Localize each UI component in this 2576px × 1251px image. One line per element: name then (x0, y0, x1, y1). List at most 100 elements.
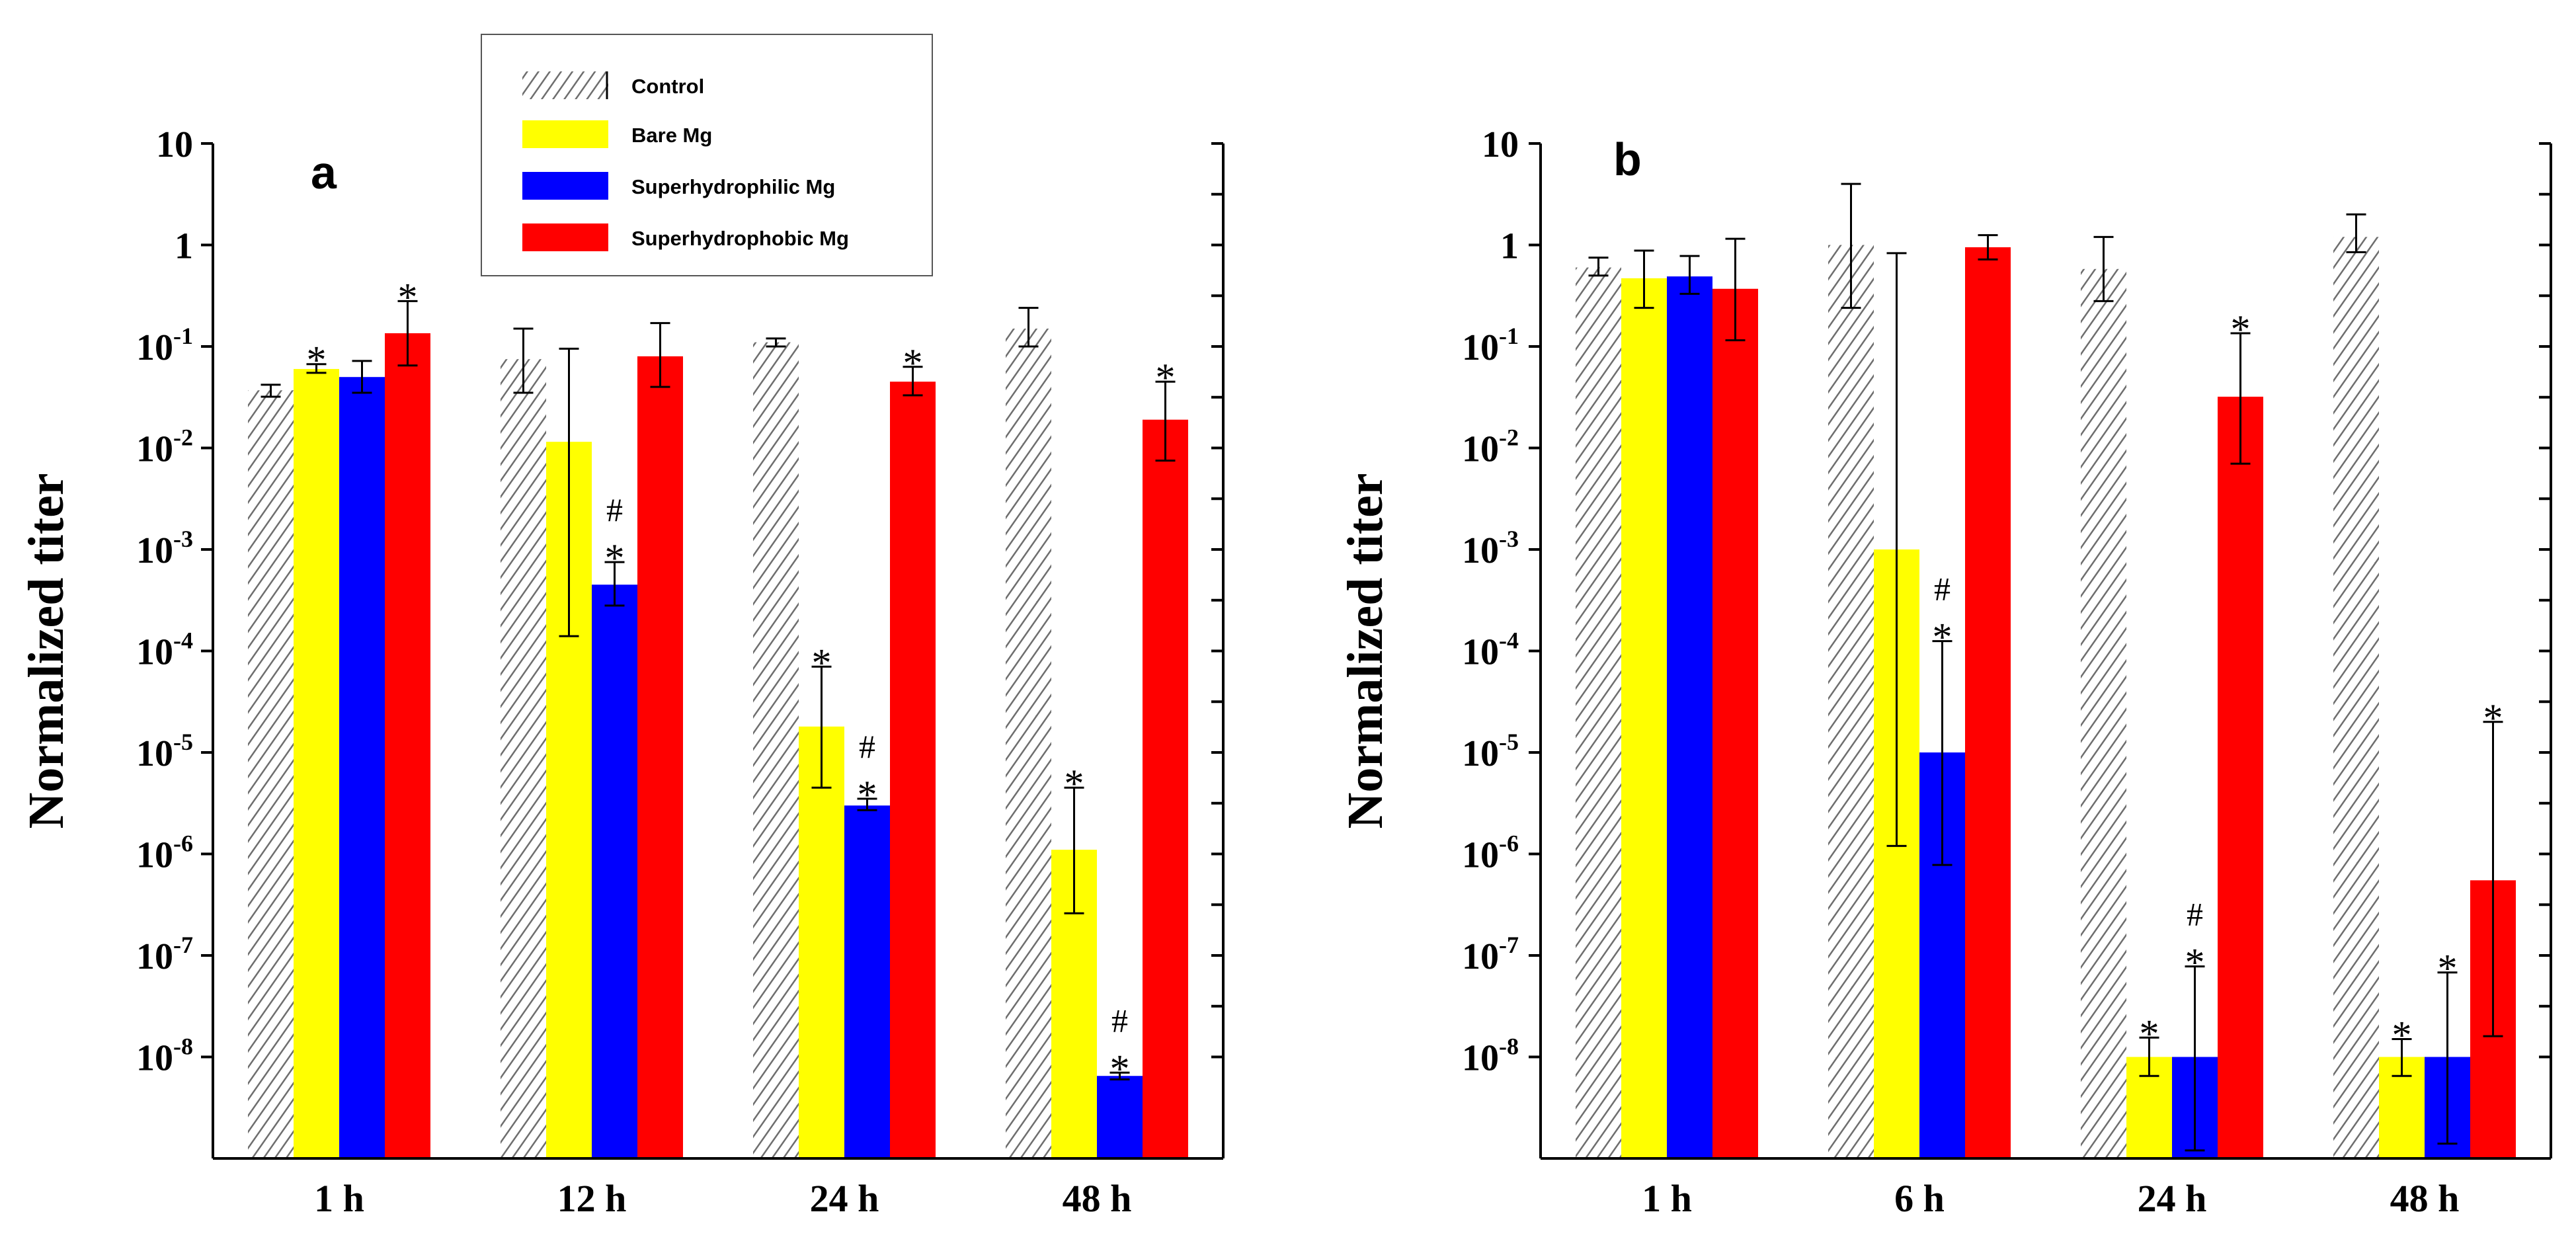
y-tick-label: 10-7 (136, 932, 193, 977)
panel-label: a (311, 147, 337, 198)
hash-marker-superhydrophilic-mg-48-h: # (1111, 1002, 1128, 1039)
bar-control-1-h (1576, 267, 1621, 1159)
significance-star-bare-mg-48-h: * (2392, 1013, 2412, 1057)
legend: Control Bare Mg Superhydrophilic Mg Supe… (481, 34, 933, 276)
significance-star-bare-mg-24-h: * (812, 641, 832, 684)
error-bar-superhydrophilic-mg-6-h (1932, 640, 1952, 866)
x-tick-label: 24 h (2138, 1177, 2207, 1220)
chart-panel-b: * **#*#***10-810-710-610-510-410-310-210-… (1338, 124, 2552, 1220)
bar-superhydrophobic-mg-1-h (1712, 288, 1758, 1159)
error-bar-control-24-h (2093, 235, 2114, 302)
error-bar-bare-mg-6-h (1886, 252, 1907, 847)
legend-label-superhydrophilic-mg: Superhydrophilic Mg (631, 175, 835, 198)
significance-star-superhydrophobic-mg-48-h: * (1156, 356, 1176, 399)
significance-star-superhydrophilic-mg-48-h: * (2438, 947, 2458, 990)
y-tick-label: 10-8 (1462, 1033, 1519, 1079)
significance-star-superhydrophilic-mg-12-h: * (605, 536, 625, 580)
bar-superhydrophobic-mg-24-h (890, 382, 936, 1158)
legend-label-bare-mg: Bare Mg (631, 124, 712, 147)
bar-superhydrophilic-mg-12-h (592, 585, 637, 1158)
legend-item-control: Control (522, 71, 704, 99)
error-bar-bare-mg-1-h (306, 363, 327, 374)
significance-star-superhydrophilic-mg-6-h: * (1933, 616, 1952, 659)
error-bar-superhydrophobic-mg-1-h (1725, 237, 1746, 342)
significance-star-superhydrophobic-mg-1-h: * (398, 275, 418, 319)
y-tick-label: 10-2 (1462, 424, 1519, 470)
error-bar-bare-mg-1-h (1634, 249, 1654, 309)
error-bar-bare-mg-48-h (1064, 786, 1084, 914)
error-bar-superhydrophilic-mg-1-h (352, 360, 372, 394)
error-bar-superhydrophilic-mg-12-h (604, 561, 625, 607)
series-control (1576, 182, 2379, 1159)
legend-swatch-control (522, 71, 608, 99)
bar-superhydrophobic-mg-1-h (385, 333, 430, 1158)
significance-star-superhydrophobic-mg-24-h: * (903, 341, 923, 385)
y-tick-label: 10-4 (136, 627, 193, 673)
y-tick-label: 10-2 (136, 424, 193, 470)
bar-control-1-h (248, 390, 294, 1158)
y-tick-label: 10-3 (136, 526, 193, 571)
bar-control-48-h (2333, 237, 2379, 1158)
error-bar-control-48-h (2346, 213, 2366, 253)
hash-marker-superhydrophilic-mg-6-h: # (1934, 571, 1951, 608)
x-tick-label: 24 h (810, 1177, 879, 1220)
legend-swatch-superhydrophobic-mg (522, 223, 608, 251)
y-tick-label: 1 (1500, 226, 1519, 267)
bar-superhydrophobic-mg-24-h (2218, 396, 2263, 1158)
error-bar-control-1-h (1588, 257, 1609, 277)
y-axis-title: Normalized titer (19, 473, 74, 828)
series-superhydrophobic-mg: * * * (385, 275, 1188, 1158)
y-tick-label: 10-1 (1462, 323, 1519, 368)
significance-star-superhydrophobic-mg-48-h: * (2483, 696, 2503, 740)
bar-superhydrophobic-mg-12-h (637, 356, 683, 1158)
y-tick-label: 10-6 (1462, 830, 1519, 876)
bar-control-6-h (1828, 245, 1874, 1158)
x-tick-label: 1 h (314, 1177, 364, 1220)
legend-item-superhydrophilic-mg: Superhydrophilic Mg (522, 172, 835, 200)
y-tick-label: 10 (1482, 124, 1519, 165)
error-bar-superhydrophilic-mg-24-h (2185, 965, 2205, 1152)
series-superhydrophilic-mg: * # * # * (1667, 255, 2470, 1158)
error-bar-superhydrophilic-mg-48-h (1109, 1071, 1130, 1081)
significance-star-superhydrophilic-mg-24-h: * (858, 773, 877, 817)
x-tick-label: 1 h (1642, 1177, 1692, 1220)
legend-item-bare-mg: Bare Mg (522, 120, 712, 148)
legend-swatch-bare-mg (522, 120, 608, 148)
error-bar-control-1-h (261, 383, 281, 398)
bar-control-24-h (753, 342, 799, 1158)
x-tick-label: 48 h (2390, 1177, 2460, 1220)
significance-star-bare-mg-48-h: * (1065, 762, 1084, 805)
significance-star-bare-mg-24-h: * (2140, 1012, 2159, 1055)
legend-item-superhydrophobic-mg: Superhydrophobic Mg (522, 223, 849, 251)
error-bar-bare-mg-48-h (2392, 1037, 2412, 1077)
error-bar-superhydrophobic-mg-48-h (1155, 380, 1176, 462)
y-tick-label: 10 (156, 124, 193, 165)
hash-marker-superhydrophilic-mg-12-h: # (606, 491, 623, 528)
y-tick-label: 10-1 (136, 323, 193, 368)
error-bar-control-6-h (1841, 182, 1861, 309)
error-bar-control-12-h (513, 327, 534, 394)
y-tick-label: 10-6 (136, 830, 193, 876)
error-bar-bare-mg-24-h (811, 665, 832, 789)
series-superhydrophilic-mg: * # * # * # (339, 360, 1143, 1158)
series-control (248, 307, 1051, 1159)
error-bar-superhydrophobic-mg-12-h (650, 322, 670, 388)
y-tick-label: 10-3 (1462, 526, 1519, 571)
significance-star-bare-mg-1-h: * (307, 339, 327, 382)
bar-bare-mg-24-h (799, 726, 844, 1158)
y-axis-title: Normalized titer (1338, 473, 1393, 828)
chart-panel-a: * * * * # * # * # * * * 10-8 10-7 10-6 10-5 10-4 10-3 10-2… (19, 124, 1225, 1220)
panel-label: b (1613, 134, 1642, 185)
bar-superhydrophilic-mg-48-h (1097, 1076, 1143, 1158)
error-bar-superhydrophobic-mg-1-h (397, 300, 418, 367)
bar-superhydrophobic-mg-48-h (1143, 419, 1188, 1158)
bar-control-12-h (501, 359, 546, 1158)
error-bar-superhydrophilic-mg-48-h (2437, 971, 2458, 1145)
series-superhydrophobic-mg: ** (1712, 234, 2516, 1159)
y-tick-label: 1 (175, 226, 193, 267)
significance-star-superhydrophobic-mg-24-h: * (2231, 307, 2251, 351)
series-bare-mg: * * * (294, 339, 1097, 1159)
y-tick-label: 10-5 (1462, 729, 1519, 774)
y-tick-label: 10-4 (1462, 627, 1519, 673)
